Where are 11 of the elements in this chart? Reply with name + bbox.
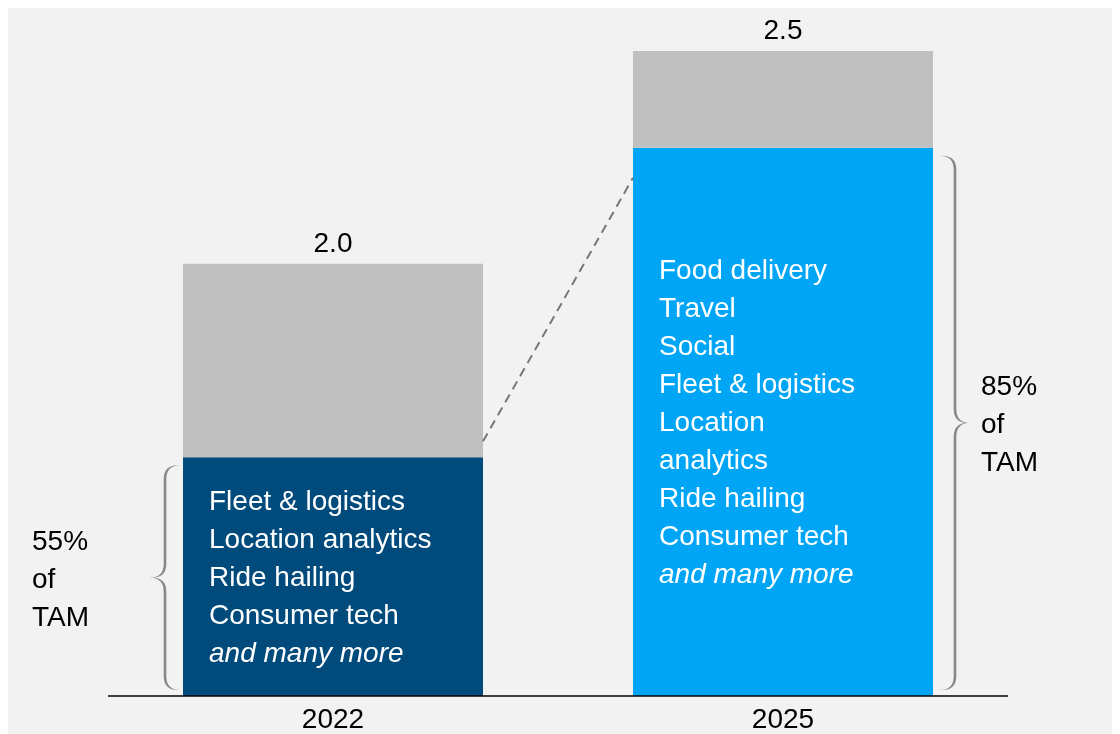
text: 55% of TAM xyxy=(32,524,90,632)
bar xyxy=(633,51,933,148)
x-tick-label: 2022 xyxy=(301,702,365,734)
annotation: 2.0 xyxy=(313,226,353,258)
annotation: and many more xyxy=(209,637,404,669)
x-tick-label: 2025 xyxy=(751,702,815,734)
annotation: and many more xyxy=(659,558,854,590)
text: 2.5 xyxy=(763,14,803,45)
annotation: 85% of TAM xyxy=(981,369,1039,477)
bar xyxy=(633,147,933,696)
bar xyxy=(183,263,483,458)
